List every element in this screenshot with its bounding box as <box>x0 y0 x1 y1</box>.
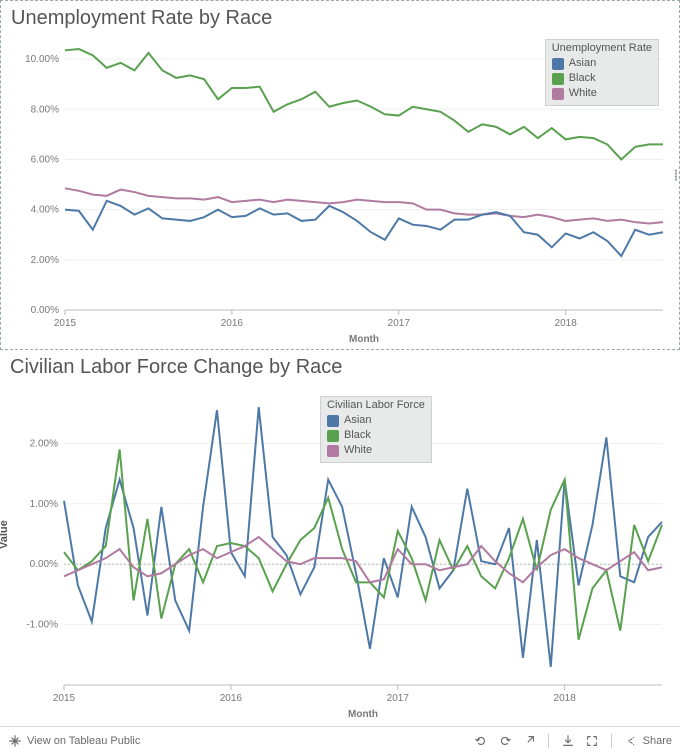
svg-text:0.00%: 0.00% <box>31 305 59 316</box>
series-asian[interactable] <box>65 201 663 256</box>
download-icon <box>561 734 575 748</box>
tableau-logo-icon <box>8 734 22 748</box>
legend-title: Civilian Labor Force <box>327 399 425 411</box>
undo-icon <box>474 734 488 748</box>
svg-text:2016: 2016 <box>220 693 243 704</box>
svg-text:Month: Month <box>348 709 378 720</box>
svg-text:2018: 2018 <box>554 693 577 704</box>
svg-text:10.00%: 10.00% <box>25 54 59 65</box>
svg-text:2015: 2015 <box>54 318 77 329</box>
legend-swatch <box>327 445 339 457</box>
reset-button[interactable] <box>522 734 536 748</box>
svg-text:2.00%: 2.00% <box>30 438 58 449</box>
share-label: Share <box>643 735 672 747</box>
legend[interactable]: Civilian Labor Force AsianBlackWhite <box>320 396 432 463</box>
legend-label: White <box>344 443 372 458</box>
chart-panel-labor: Civilian Labor Force Change by RaceValue… <box>0 350 680 726</box>
view-on-tableau-button[interactable]: View on Tableau Public <box>8 734 140 748</box>
svg-text:4.00%: 4.00% <box>31 205 59 216</box>
svg-text:1.00%: 1.00% <box>30 499 58 510</box>
legend-item-black[interactable]: Black <box>552 71 652 86</box>
legend-swatch <box>327 430 339 442</box>
svg-text:Month: Month <box>349 334 379 345</box>
fullscreen-icon <box>585 734 599 748</box>
redo-button[interactable] <box>498 734 512 748</box>
legend-swatch <box>552 73 564 85</box>
share-button[interactable]: Share <box>624 734 672 748</box>
legend-item-asian[interactable]: Asian <box>327 413 425 428</box>
legend-label: White <box>569 86 597 101</box>
legend-item-asian[interactable]: Asian <box>552 56 652 71</box>
legend-title: Unemployment Rate <box>552 42 652 54</box>
chart-panel-unemp: Unemployment Rate by Race 0.00% 2.00% 4.00%… <box>0 0 680 350</box>
legend-label: Asian <box>569 56 597 71</box>
legend-label: Black <box>569 71 596 86</box>
redo-icon <box>498 734 512 748</box>
view-label: View on Tableau Public <box>27 735 140 747</box>
svg-text:0.00%: 0.00% <box>30 559 58 570</box>
legend-item-white[interactable]: White <box>552 86 652 101</box>
svg-text:-1.00%: -1.00% <box>26 620 58 631</box>
legend-swatch <box>327 415 339 427</box>
series-white[interactable] <box>65 188 663 223</box>
svg-text:2015: 2015 <box>53 693 76 704</box>
separator <box>548 734 549 748</box>
download-button[interactable] <box>561 734 575 748</box>
svg-text:2016: 2016 <box>221 318 244 329</box>
svg-text:2018: 2018 <box>555 318 578 329</box>
legend-item-black[interactable]: Black <box>327 428 425 443</box>
legend-swatch <box>552 88 564 100</box>
share-icon <box>624 734 638 748</box>
legend-label: Black <box>344 428 371 443</box>
toolbar: View on Tableau Public Share <box>0 726 680 754</box>
legend[interactable]: Unemployment Rate AsianBlackWhite <box>545 39 659 106</box>
legend-item-white[interactable]: White <box>327 443 425 458</box>
reset-icon <box>522 734 536 748</box>
legend-label: Asian <box>344 413 372 428</box>
svg-text:8.00%: 8.00% <box>31 104 59 115</box>
chart-title: Civilian Labor Force Change by Race <box>0 350 680 383</box>
fullscreen-button[interactable] <box>585 734 599 748</box>
svg-text:6.00%: 6.00% <box>31 154 59 165</box>
svg-text:2017: 2017 <box>387 693 410 704</box>
undo-button[interactable] <box>474 734 488 748</box>
separator <box>611 734 612 748</box>
svg-text:2017: 2017 <box>388 318 411 329</box>
svg-text:2.00%: 2.00% <box>31 255 59 266</box>
chart-title: Unemployment Rate by Race <box>1 1 679 34</box>
legend-swatch <box>552 58 564 70</box>
